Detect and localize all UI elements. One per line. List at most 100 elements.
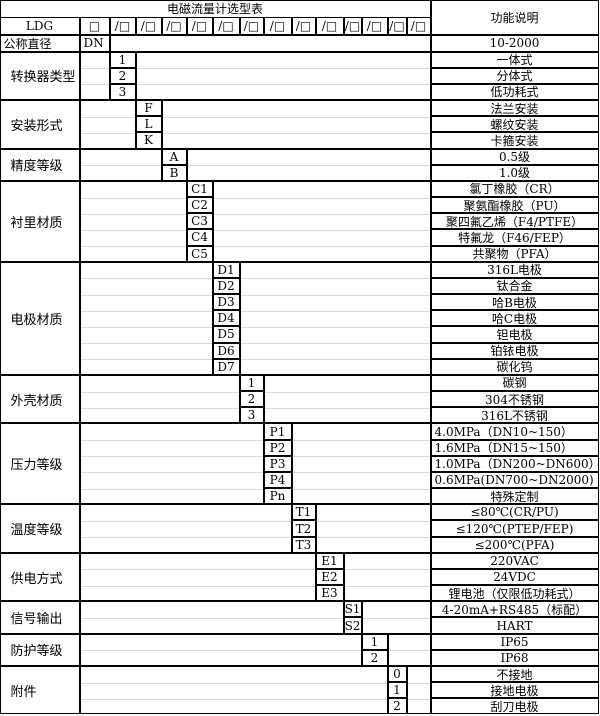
option-desc: 螺纹安装: [430, 116, 599, 133]
option-code: D3: [212, 294, 240, 311]
option-desc: 分体式: [430, 67, 599, 84]
option-code: C3: [186, 213, 213, 230]
gridline: [81, 229, 186, 231]
table-title: 电磁流量计选型表: [0, 0, 431, 18]
group-label: 转换器类型: [0, 51, 80, 100]
group-label: 供电方式: [0, 552, 80, 602]
option-desc: 卡箍安装: [430, 132, 599, 149]
option-code: S1: [343, 601, 362, 618]
function-header: 功能说明: [430, 0, 599, 35]
code-slot: /□: [406, 16, 431, 35]
option-desc: 共聚物（PFA）: [430, 245, 599, 262]
gridline: [81, 132, 135, 134]
option-desc: 316L不锈钢: [430, 407, 599, 424]
option-desc: 钽电极: [430, 326, 599, 343]
gridline: [293, 488, 430, 490]
blank-cell: [239, 261, 431, 375]
option-desc: ≤200℃(PFA): [430, 536, 599, 553]
option-code: D2: [212, 277, 240, 295]
gridline: [188, 165, 430, 167]
option-desc: IP68: [430, 649, 599, 666]
option-code: 2: [109, 67, 136, 84]
option-desc: 碳化钨: [430, 358, 599, 375]
option-code: 1: [387, 682, 407, 699]
blank-cell: [291, 423, 431, 505]
gridline: [81, 650, 361, 652]
blank-cell: [79, 633, 362, 666]
gridline: [81, 294, 212, 296]
option-desc: 特氟龙（F46/FEP）: [430, 229, 599, 246]
group-label: 防护等级: [0, 633, 80, 666]
option-desc: 聚四氟乙烯（F4/PTFE）: [430, 213, 599, 230]
gridline: [81, 682, 387, 684]
option-desc: 刮刀电极: [430, 698, 599, 715]
option-code: S2: [343, 617, 362, 634]
option-desc: 哈C电极: [430, 310, 599, 327]
gridline: [81, 326, 212, 328]
option-code: C1: [186, 180, 213, 198]
code-slot: /□: [291, 16, 316, 35]
gridline: [293, 456, 430, 458]
gridline: [81, 585, 315, 587]
row-label: 公称直径: [0, 34, 80, 52]
gridline: [408, 682, 430, 684]
model-code: LDG: [0, 16, 80, 35]
gridline: [363, 617, 430, 619]
blank-cell: [343, 552, 431, 602]
gridline: [81, 246, 186, 248]
option-code: 0: [387, 665, 407, 683]
gridline: [389, 650, 430, 652]
group-label: 压力等级: [0, 423, 80, 505]
option-desc: 1.0级: [430, 164, 599, 181]
blank-cell: [79, 51, 110, 100]
option-code: P1: [263, 423, 292, 440]
gridline: [81, 472, 263, 474]
option-desc: 不接地: [430, 665, 599, 683]
option-desc: 0.5级: [430, 148, 599, 165]
blank-cell: [212, 180, 431, 262]
blank-cell: [406, 665, 431, 715]
code-slot: /□: [361, 16, 388, 35]
group-label: 衬里材质: [0, 180, 80, 262]
blank-cell: [315, 504, 431, 553]
gridline: [81, 165, 161, 167]
option-desc: 4.0MPa（DN10~150）: [430, 423, 599, 440]
option-code: P3: [263, 455, 292, 472]
option-code: 1: [109, 51, 136, 68]
code-slot: /□: [135, 16, 162, 35]
blank-cell: [79, 552, 316, 602]
gridline: [214, 213, 430, 215]
gridline: [81, 197, 186, 199]
group-label: 安装形式: [0, 100, 80, 149]
gridline: [81, 569, 315, 571]
gridline: [81, 488, 263, 490]
option-desc: 1.6MPa（DN15~150）: [430, 439, 599, 456]
blank-cell: [79, 261, 213, 375]
option-code: P2: [263, 439, 292, 456]
gridline: [345, 585, 430, 587]
gridline: [81, 278, 212, 280]
code-slot: /□: [239, 16, 264, 35]
option-code: 1: [361, 633, 388, 650]
blank-cell: [79, 665, 388, 715]
code-slot: /□: [109, 16, 136, 35]
option-code: K: [135, 132, 162, 149]
blank-cell: [79, 100, 136, 149]
option-desc: 0.6MPa(DN700~DN2000): [430, 471, 599, 489]
gridline: [293, 440, 430, 442]
group-label: 温度等级: [0, 504, 80, 553]
gridline: [137, 84, 430, 86]
blank-cell: [263, 374, 431, 424]
code-slot: /□: [161, 16, 187, 35]
gridline: [214, 246, 430, 248]
group-label: 电极材质: [0, 261, 80, 375]
gridline: [163, 116, 430, 118]
gridline: [214, 197, 430, 199]
option-desc: 4-20mA+RS485（标配）: [430, 601, 599, 618]
option-code: E1: [315, 552, 344, 569]
option-desc: 220VAC: [430, 552, 599, 569]
option-code: D6: [212, 342, 240, 359]
gridline: [81, 456, 263, 458]
option-desc: 碳钢: [430, 374, 599, 392]
option-desc: IP65: [430, 633, 599, 650]
